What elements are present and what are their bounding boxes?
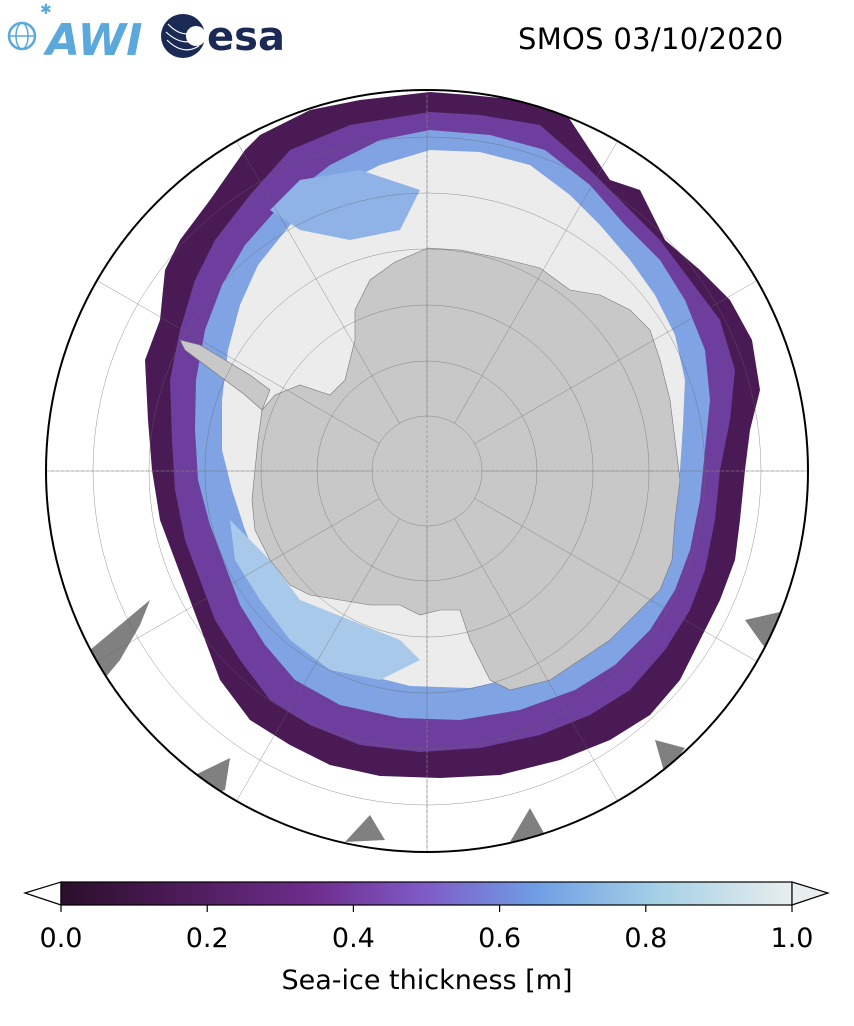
colorbar-extend-max xyxy=(791,881,830,906)
map-boundary xyxy=(45,89,809,853)
land-fragment-south-3 xyxy=(510,808,545,842)
colorbar-gradient xyxy=(60,881,793,906)
graticule-axes xyxy=(46,90,808,852)
land-fragment-southeast xyxy=(655,740,685,775)
logo-bar: ✱ AWI esa xyxy=(7,2,285,66)
svg-text:✱: ✱ xyxy=(40,2,52,18)
meridian-line xyxy=(96,280,380,444)
colorbar-label: Sea-ice thickness [m] xyxy=(281,965,573,996)
colorbar-tick-label: 1.0 xyxy=(770,923,814,954)
polar-map xyxy=(45,89,809,853)
meridian-line xyxy=(454,140,618,424)
meridian-line xyxy=(474,280,758,444)
colorbar-extend-min xyxy=(23,881,62,906)
meridian-line xyxy=(236,140,400,424)
colorbar-tick-label: 0.0 xyxy=(39,923,83,954)
antarctic-peninsula xyxy=(179,339,271,411)
awi-logo: ✱ AWI xyxy=(7,2,143,66)
antarctica-land xyxy=(251,247,681,691)
colorbar-tick-label: 0.2 xyxy=(185,923,229,954)
sea-ice-ross-patch xyxy=(230,520,420,680)
esa-logo: esa xyxy=(161,14,285,60)
map-title: SMOS 03/10/2020 xyxy=(518,22,784,56)
colorbar xyxy=(23,881,830,912)
land-fragment-south-2 xyxy=(345,815,385,842)
meridian-line xyxy=(96,498,380,662)
colorbar-tick-label: 0.4 xyxy=(331,923,375,954)
svg-text:AWI: AWI xyxy=(43,15,143,66)
colorbar-tick-label: 0.6 xyxy=(478,923,522,954)
land-fragment-southwest xyxy=(90,600,150,678)
meridian-line xyxy=(454,518,618,802)
meridian-line xyxy=(474,498,758,662)
svg-text:esa: esa xyxy=(207,14,285,60)
sea-ice-weddell-patch xyxy=(270,170,420,240)
colorbar-tick-label: 0.8 xyxy=(624,923,668,954)
meridian-line xyxy=(236,518,400,802)
